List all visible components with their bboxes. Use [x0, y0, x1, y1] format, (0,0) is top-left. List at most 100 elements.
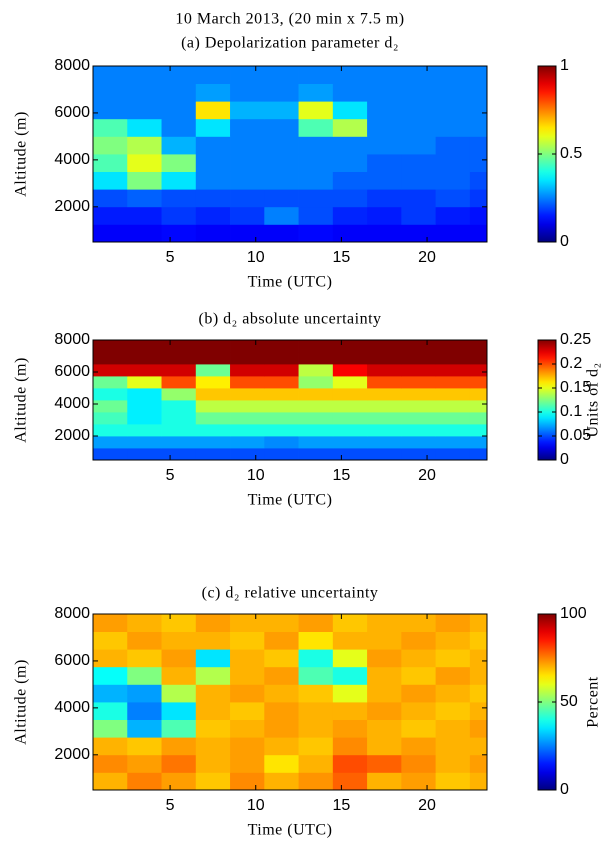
y-tick-label: 8000	[54, 331, 90, 348]
heatmap-cell	[161, 400, 197, 413]
heatmap-cell	[127, 364, 162, 377]
heatmap-cell	[332, 719, 368, 738]
colorbar-tick-label: 50	[560, 693, 578, 710]
heatmap-cell	[298, 352, 334, 365]
x-tick-label: 15	[332, 797, 350, 814]
x-tick-label: 5	[166, 797, 175, 814]
heatmap-cell	[298, 388, 334, 401]
heatmap-cell	[161, 340, 197, 353]
heatmap-cell	[264, 101, 299, 120]
heatmap-cell	[127, 154, 162, 172]
heatmap-cell	[161, 684, 197, 703]
heatmap-cell	[93, 118, 128, 137]
heatmap-cell	[469, 118, 488, 137]
heatmap-cell	[401, 83, 437, 102]
heatmap-cell	[435, 189, 471, 208]
heatmap-cell	[332, 631, 368, 650]
heatmap-cell	[127, 614, 162, 632]
x-axis-label: Time (UTC)	[248, 492, 333, 509]
heatmap-cell	[127, 118, 162, 137]
heatmap-cell	[230, 649, 265, 668]
heatmap-cell	[161, 631, 197, 650]
heatmap-cell	[195, 737, 231, 756]
heatmap-cell	[161, 666, 197, 685]
y-axis-label: Altitude (m)	[13, 659, 30, 745]
heatmap-cell	[469, 400, 488, 413]
heatmap-cell	[435, 754, 471, 773]
heatmap-cell	[195, 136, 231, 155]
heatmap-cell	[435, 436, 471, 449]
heatmap-cell	[161, 649, 197, 668]
heatmap-cell	[195, 66, 231, 84]
heatmap-cell	[264, 340, 299, 353]
heatmap-cell	[332, 83, 368, 102]
heatmap-cell	[469, 376, 488, 389]
heatmap-cell	[469, 136, 488, 155]
heatmap-cell	[195, 614, 231, 632]
heatmap-cell	[401, 684, 437, 703]
heatmap-cell	[367, 101, 402, 120]
heatmap-cell	[332, 702, 368, 720]
heatmap-cell	[230, 737, 265, 756]
axes-frame	[92, 65, 488, 243]
heatmap-cell	[264, 684, 299, 703]
heatmap-cell	[161, 737, 197, 756]
heatmap-cell	[367, 154, 402, 172]
heatmap-cell	[401, 754, 437, 773]
x-tick-label: 15	[332, 249, 350, 266]
heatmap-cell	[332, 412, 368, 425]
heatmap-cell	[230, 171, 265, 190]
heatmap-cell	[435, 424, 471, 437]
heatmap-cell	[264, 737, 299, 756]
heatmap-cell	[469, 189, 488, 208]
heatmap-cell	[469, 772, 488, 791]
heatmap-cell	[401, 737, 437, 756]
heatmap-cell	[435, 684, 471, 703]
heatmap-cell	[195, 171, 231, 190]
heatmap-cell	[367, 171, 402, 190]
heatmap-cell	[264, 649, 299, 668]
heatmap-cell	[332, 666, 368, 685]
heatmap-cell	[401, 352, 437, 365]
heatmap-cell	[127, 448, 162, 461]
colorbar-tick-label: 1	[560, 57, 569, 74]
heatmap-cell	[401, 772, 437, 791]
y-tick-label: 2000	[54, 427, 90, 444]
heatmap-cell	[161, 101, 197, 120]
heatmap-cell	[469, 754, 488, 773]
colorbar-tick-label: 100	[560, 605, 587, 622]
heatmap-cell	[401, 631, 437, 650]
heatmap-cell	[230, 684, 265, 703]
heatmap-cell	[401, 719, 437, 738]
heatmap-cell	[195, 118, 231, 137]
heatmap-cell	[298, 631, 334, 650]
heatmap-cell	[127, 206, 162, 225]
heatmap-cell	[367, 118, 402, 137]
heatmap-cell	[93, 136, 128, 155]
heatmap-cell	[469, 224, 488, 243]
heatmap-cell	[161, 136, 197, 155]
heatmap-cell	[332, 436, 368, 449]
heatmap-cell	[127, 376, 162, 389]
heatmap-cell	[367, 224, 402, 243]
heatmap-cell	[93, 614, 128, 632]
heatmap-cell	[127, 136, 162, 155]
heatmap-cell	[435, 364, 471, 377]
heatmap-cell	[469, 388, 488, 401]
suptitle: 10 March 2013, (20 min x 7.5 m)	[175, 11, 404, 28]
heatmap-cell	[264, 118, 299, 137]
heatmap-cell	[401, 436, 437, 449]
heatmap-cell	[230, 83, 265, 102]
heatmap-cell	[127, 424, 162, 437]
heatmap-cell	[195, 448, 231, 461]
heatmap-cell	[435, 224, 471, 243]
heatmap-cell	[332, 424, 368, 437]
heatmap-cell	[332, 154, 368, 172]
heatmap-cell	[435, 101, 471, 120]
x-tick-label: 15	[332, 467, 350, 484]
heatmap-cell	[298, 754, 334, 773]
heatmap-cell	[401, 224, 437, 243]
heatmap-cell	[298, 83, 334, 102]
heatmap-cell	[435, 412, 471, 425]
x-tick-label: 10	[247, 467, 265, 484]
